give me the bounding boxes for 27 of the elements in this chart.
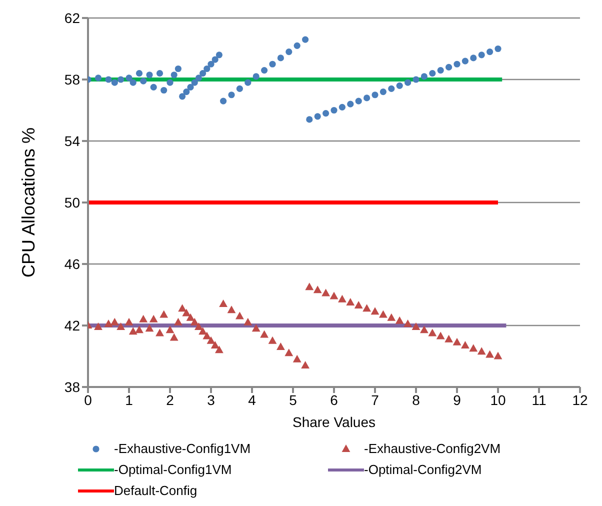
x-tick-label: 0 [84,392,92,408]
y-tick-label: 38 [64,378,80,395]
x-tick-label: 3 [207,392,216,408]
x-tick-label: 2 [166,392,174,408]
legend-label: -Optimal-Config2VM [364,462,482,477]
x-tick-label: 8 [412,392,420,408]
x-axis-title: Share Values [292,414,376,430]
legend-label: -Exhaustive-Config2VM [364,441,501,456]
x-tick-label: 11 [532,392,546,408]
y-tick-label: 62 [64,10,80,26]
x-tick-label: 10 [490,392,506,408]
y-axis-title: CPU Allocations % [18,127,38,278]
x-tick-label: 1 [125,392,134,408]
y-tick-label: 46 [64,256,80,272]
legend-label: -Optimal-Config1VM [114,462,232,477]
y-tick-label: 58 [64,71,80,88]
y-tick-label: 50 [64,194,80,210]
x-tick-label: 5 [289,392,298,408]
legend-label: Default-Config [114,483,198,498]
y-tick-label: 42 [64,317,80,334]
y-tick-label: 54 [64,132,80,149]
x-tick-label: 12 [572,392,588,408]
x-tick-label: 6 [330,392,338,408]
x-tick-label: 7 [371,392,380,408]
legend-label: -Exhaustive-Config1VM [114,441,251,456]
x-tick-label: 4 [248,392,256,408]
x-tick-label: 9 [453,392,462,408]
